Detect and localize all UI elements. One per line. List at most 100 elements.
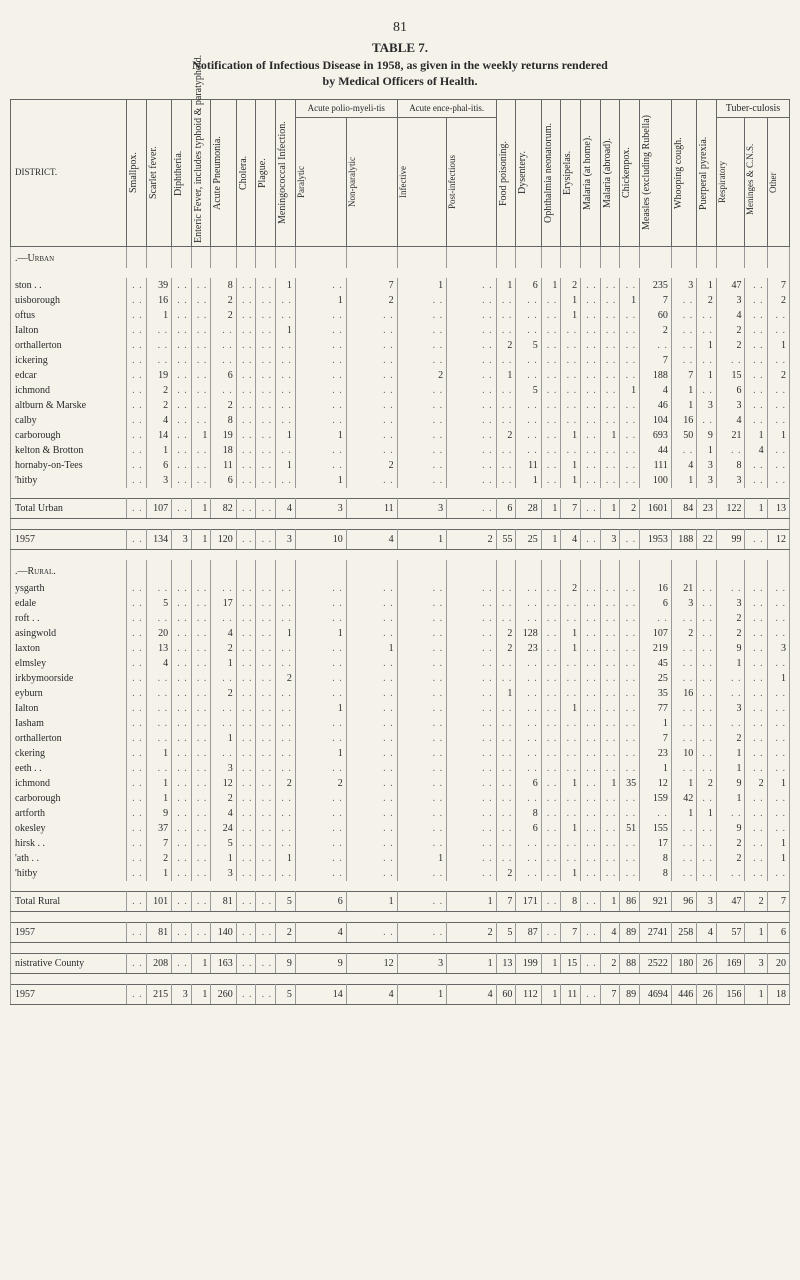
table-cell: 2 xyxy=(697,776,717,791)
table-cell: 86 xyxy=(620,892,640,912)
table-cell xyxy=(745,656,767,671)
table-cell xyxy=(620,611,640,626)
table-cell xyxy=(496,383,516,398)
table-cell xyxy=(172,701,192,716)
table-cell xyxy=(447,611,497,626)
table-cell xyxy=(496,458,516,473)
table-cell xyxy=(516,560,541,581)
table-cell xyxy=(236,530,256,550)
table-cell: 13 xyxy=(496,954,516,974)
table-cell: 35 xyxy=(640,686,672,701)
table-cell xyxy=(620,746,640,761)
table-cell xyxy=(256,701,276,716)
table-cell xyxy=(397,686,447,701)
table-cell: 14 xyxy=(146,428,171,443)
table-cell xyxy=(276,716,296,731)
table-cell xyxy=(295,596,346,611)
table-cell xyxy=(276,473,296,488)
table-label: TABLE 7. xyxy=(10,40,790,56)
table-cell xyxy=(397,293,447,308)
table-cell: 16 xyxy=(671,413,696,428)
table-cell xyxy=(346,338,397,353)
table-cell xyxy=(745,851,767,866)
table-cell: 1 xyxy=(541,954,561,974)
table-cell xyxy=(127,806,147,821)
table-cell: 1 xyxy=(716,791,745,806)
table-cell xyxy=(516,671,541,686)
table-cell: 2 xyxy=(276,776,296,791)
header-resp: Respiratory xyxy=(718,150,728,215)
table-cell: 10 xyxy=(671,746,696,761)
table-cell xyxy=(346,368,397,383)
table-cell: 1953 xyxy=(640,530,672,550)
table-cell xyxy=(172,278,192,293)
table-cell xyxy=(581,686,601,701)
table-cell xyxy=(767,383,789,398)
table-cell: 6 xyxy=(295,892,346,912)
table-cell xyxy=(561,443,581,458)
table-cell xyxy=(127,458,147,473)
table-cell xyxy=(346,428,397,443)
table-cell xyxy=(146,247,171,269)
table-cell xyxy=(561,560,581,581)
table-cell xyxy=(236,686,256,701)
table-cell xyxy=(716,671,745,686)
table-cell xyxy=(745,338,767,353)
table-cell: 1 xyxy=(191,499,211,519)
table-cell: 6 xyxy=(716,383,745,398)
table-cell xyxy=(236,776,256,791)
table-cell xyxy=(671,293,696,308)
table-cell xyxy=(767,626,789,641)
table-cell: 1 xyxy=(600,428,620,443)
table-cell xyxy=(671,323,696,338)
table-cell: 88 xyxy=(620,954,640,974)
table-cell: 8 xyxy=(516,806,541,821)
table-cell: 1 xyxy=(561,473,581,488)
table-cell xyxy=(276,247,296,269)
table-cell: 16 xyxy=(671,686,696,701)
table-row: orthallerton25121 xyxy=(11,338,790,353)
table-cell: 2522 xyxy=(640,954,672,974)
table-row: 19571343112031041255251431953188229912 xyxy=(11,530,790,550)
table-cell: 2 xyxy=(561,581,581,596)
table-cell xyxy=(346,323,397,338)
table-cell xyxy=(295,383,346,398)
table-cell xyxy=(671,836,696,851)
header-postinf: Post-infectious xyxy=(448,150,458,215)
table-cell: 2 xyxy=(146,851,171,866)
table-cell xyxy=(276,866,296,881)
table-cell xyxy=(256,338,276,353)
row-name: irkbymoorside xyxy=(11,671,127,686)
table-cell xyxy=(127,308,147,323)
header-nonpara: Non-paralytic xyxy=(348,150,358,215)
table-cell: 4 xyxy=(600,923,620,943)
table-cell: 1 xyxy=(276,323,296,338)
table-cell xyxy=(256,731,276,746)
table-cell xyxy=(256,806,276,821)
table-cell: 1 xyxy=(346,641,397,656)
table-cell: 10 xyxy=(295,530,346,550)
table-cell xyxy=(496,671,516,686)
table-cell xyxy=(127,686,147,701)
table-cell xyxy=(600,398,620,413)
table-cell: 1 xyxy=(561,866,581,881)
table-row: oftus121604 xyxy=(11,308,790,323)
table-cell xyxy=(541,686,561,701)
table-cell xyxy=(397,443,447,458)
table-cell: 18 xyxy=(211,443,236,458)
table-cell xyxy=(447,596,497,611)
table-cell: 9 xyxy=(295,954,346,974)
table-cell: 3 xyxy=(397,499,447,519)
table-cell: 4694 xyxy=(640,985,672,1005)
table-cell: 446 xyxy=(671,985,696,1005)
row-name: altburn & Marske xyxy=(11,398,127,413)
table-cell xyxy=(191,413,211,428)
table-cell xyxy=(697,686,717,701)
table-cell xyxy=(236,671,256,686)
table-cell: 1 xyxy=(496,278,516,293)
table-row: Ialton122 xyxy=(11,323,790,338)
table-cell xyxy=(295,686,346,701)
table-cell xyxy=(745,353,767,368)
table-cell xyxy=(191,701,211,716)
table-cell xyxy=(397,560,447,581)
